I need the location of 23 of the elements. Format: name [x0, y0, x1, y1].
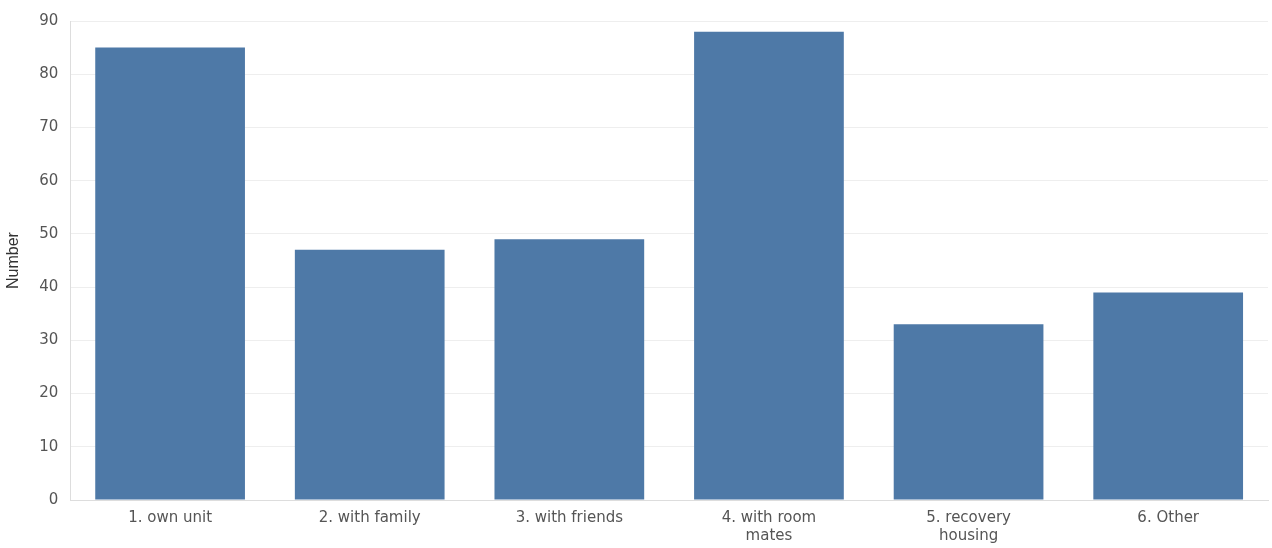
bar: [95, 47, 245, 500]
y-tick-label: 80: [39, 64, 59, 83]
y-tick-label: 30: [39, 330, 59, 349]
bar: [694, 31, 844, 500]
y-tick-label: 60: [39, 170, 59, 189]
x-tick-label: 5. recovery housing: [926, 507, 1012, 544]
bar: [494, 239, 645, 500]
x-tick-label: 6. Other: [1137, 507, 1200, 526]
y-axis-title: Number: [4, 231, 22, 289]
y-tick-label: 40: [39, 277, 59, 295]
y-tick-label: 70: [39, 117, 59, 136]
x-tick-label: 4. with room mates: [721, 507, 817, 544]
x-tick-label: 1. own unit: [128, 507, 213, 526]
y-tick-label: 10: [39, 436, 59, 455]
bar: [294, 249, 445, 500]
y-tick-label: 0: [48, 489, 59, 508]
y-tick-label: 90: [39, 10, 59, 29]
x-tick-label: 2. with family: [318, 507, 421, 526]
y-tick-label: 20: [39, 383, 59, 402]
bar: [1093, 292, 1244, 500]
y-tick-label: 50: [39, 223, 59, 242]
x-tick-label: 3. with friends: [515, 507, 624, 526]
bar: [893, 324, 1044, 500]
